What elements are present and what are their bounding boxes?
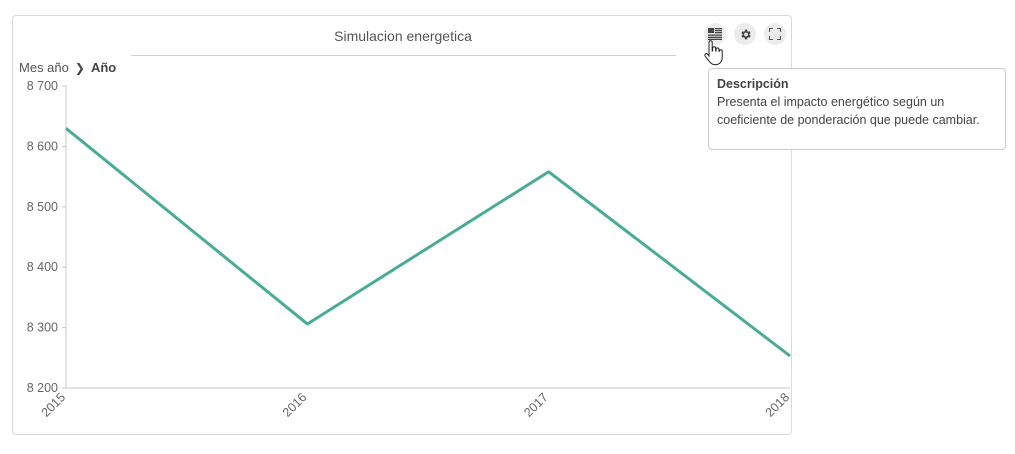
y-tick-label: 8 500 (27, 200, 58, 214)
x-tick-label: 2017 (521, 390, 551, 420)
y-tick-label: 8 300 (27, 321, 58, 335)
chart-title: Simulacion energetica (334, 28, 472, 44)
hand-cursor-icon (704, 40, 723, 66)
settings-button[interactable] (734, 23, 756, 45)
gear-icon (740, 29, 751, 39)
description-icon (708, 28, 722, 40)
chevron-right-icon: ❯ (74, 60, 85, 75)
chart-card: Simulacion energetica Mes año ❯ Año 8 20… (12, 15, 792, 435)
y-tick-label: 8 200 (27, 381, 58, 395)
y-tick-label: 8 400 (27, 260, 58, 274)
tooltip-text: Presenta el impacto energético según un … (717, 95, 980, 127)
series-line (65, 127, 791, 358)
x-tick-label: 2018 (763, 390, 793, 420)
y-tick-label: 8 700 (27, 79, 58, 93)
y-tick-label: 8 600 (27, 139, 58, 153)
fullscreen-button[interactable] (764, 23, 786, 45)
x-tick-label: 2016 (280, 390, 310, 420)
description-tooltip: Descripción Presenta el impacto energéti… (708, 68, 1006, 150)
description-button[interactable] (704, 23, 726, 45)
breadcrumb-parent[interactable]: Mes año (19, 60, 69, 75)
tooltip-title: Descripción (717, 77, 789, 91)
breadcrumb-current: Año (90, 60, 117, 75)
breadcrumb: Mes año ❯ Año (19, 60, 116, 75)
title-divider (131, 55, 676, 56)
